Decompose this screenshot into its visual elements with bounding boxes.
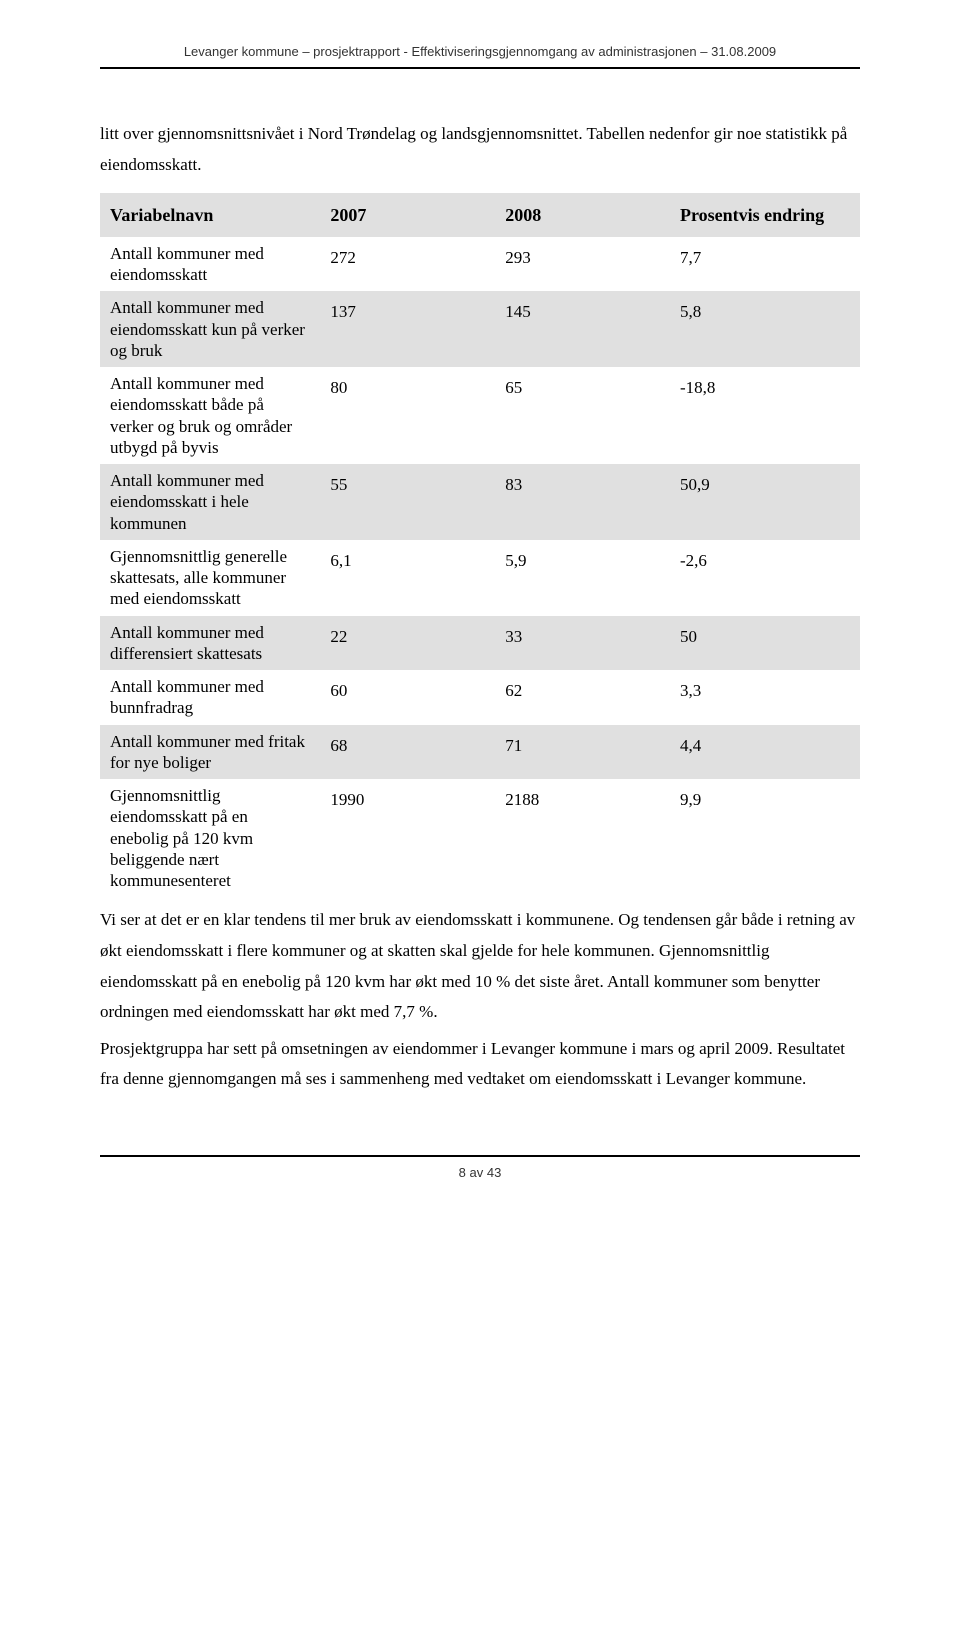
cell-2008: 83 [495, 464, 670, 540]
cell-2007: 68 [320, 725, 495, 780]
cell-pct: 9,9 [670, 779, 860, 897]
cell-2008: 2188 [495, 779, 670, 897]
intro-text: litt over gjennomsnittsnivået i Nord Trø… [100, 119, 860, 180]
cell-pct: -2,6 [670, 540, 860, 616]
col-prosentvis-endring: Prosentvis endring [670, 193, 860, 237]
cell-label: Gjennomsnittlig eiendomsskatt på en eneb… [100, 779, 320, 897]
cell-label: Gjennomsnittlig generelle skattesats, al… [100, 540, 320, 616]
table-row: Antall kommuner med eiendomsskatt i hele… [100, 464, 860, 540]
table-header-row: Variabelnavn 2007 2008 Prosentvis endrin… [100, 193, 860, 237]
eiendomsskatt-table: Variabelnavn 2007 2008 Prosentvis endrin… [100, 193, 860, 898]
table-row: Antall kommuner med fritak for nye bolig… [100, 725, 860, 780]
table-row: Antall kommuner med differensiert skatte… [100, 616, 860, 671]
cell-label: Antall kommuner med eiendomsskatt både p… [100, 367, 320, 464]
cell-pct: 5,8 [670, 291, 860, 367]
table-row: Antall kommuner med bunnfradrag60623,3 [100, 670, 860, 725]
table-row: Antall kommuner med eiendomsskatt2722937… [100, 237, 860, 292]
cell-pct: 50 [670, 616, 860, 671]
cell-2008: 33 [495, 616, 670, 671]
cell-label: Antall kommuner med eiendomsskatt kun på… [100, 291, 320, 367]
table-row: Gjennomsnittlig eiendomsskatt på en eneb… [100, 779, 860, 897]
table-row: Gjennomsnittlig generelle skattesats, al… [100, 540, 860, 616]
cell-2007: 80 [320, 367, 495, 464]
cell-2007: 272 [320, 237, 495, 292]
table-row: Antall kommuner med eiendomsskatt både p… [100, 367, 860, 464]
cell-label: Antall kommuner med differensiert skatte… [100, 616, 320, 671]
col-2007: 2007 [320, 193, 495, 237]
cell-2008: 65 [495, 367, 670, 464]
cell-2008: 145 [495, 291, 670, 367]
cell-pct: 3,3 [670, 670, 860, 725]
cell-label: Antall kommuner med eiendomsskatt [100, 237, 320, 292]
cell-2007: 60 [320, 670, 495, 725]
col-variabelnavn: Variabelnavn [100, 193, 320, 237]
cell-2007: 6,1 [320, 540, 495, 616]
cell-pct: -18,8 [670, 367, 860, 464]
cell-label: Antall kommuner med fritak for nye bolig… [100, 725, 320, 780]
cell-label: Antall kommuner med eiendomsskatt i hele… [100, 464, 320, 540]
cell-2008: 5,9 [495, 540, 670, 616]
page-header: Levanger kommune – prosjektrapport - Eff… [100, 40, 860, 69]
cell-2007: 22 [320, 616, 495, 671]
cell-2008: 62 [495, 670, 670, 725]
page-footer: 8 av 43 [100, 1155, 860, 1184]
cell-pct: 4,4 [670, 725, 860, 780]
table-row: Antall kommuner med eiendomsskatt kun på… [100, 291, 860, 367]
paragraph-2: Prosjektgruppa har sett på omsetningen a… [100, 1034, 860, 1095]
cell-pct: 50,9 [670, 464, 860, 540]
cell-2007: 1990 [320, 779, 495, 897]
cell-label: Antall kommuner med bunnfradrag [100, 670, 320, 725]
cell-2008: 293 [495, 237, 670, 292]
cell-2008: 71 [495, 725, 670, 780]
paragraph-1: Vi ser at det er en klar tendens til mer… [100, 905, 860, 1027]
cell-pct: 7,7 [670, 237, 860, 292]
col-2008: 2008 [495, 193, 670, 237]
cell-2007: 55 [320, 464, 495, 540]
cell-2007: 137 [320, 291, 495, 367]
